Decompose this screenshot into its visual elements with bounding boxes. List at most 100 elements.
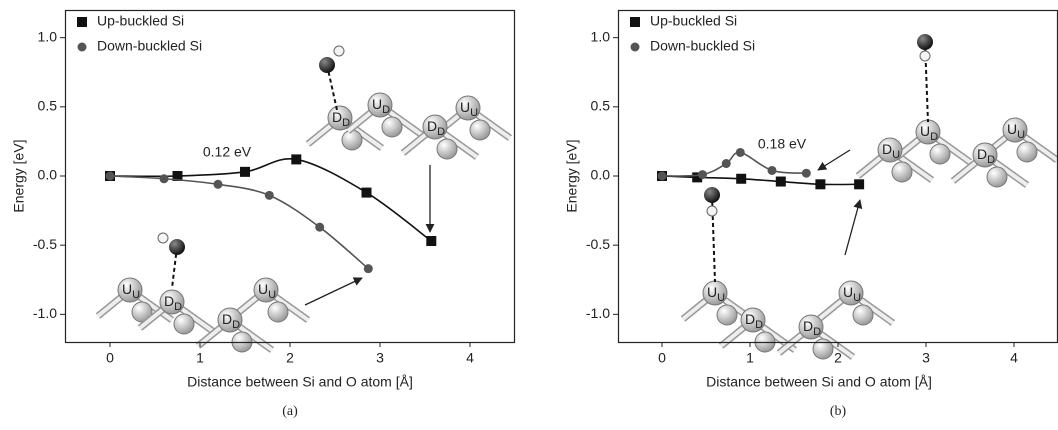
structure-label: UU (258, 281, 276, 301)
x-axis-label: Distance between Si and O atom [Å] (187, 374, 413, 390)
atom (812, 338, 834, 360)
structure-label-main: D (882, 141, 892, 157)
x-tick-label: 0 (106, 350, 114, 366)
panel-label: (b) (830, 404, 847, 419)
atom (972, 142, 998, 168)
hydrogen (919, 50, 931, 62)
atom (173, 313, 195, 335)
y-tick-label: 1.0 (38, 28, 58, 44)
structure-label-sub: U (1017, 129, 1025, 141)
marker-square (291, 154, 302, 165)
structure-label-sub: U (717, 292, 725, 304)
structure-label: DD (977, 146, 995, 166)
x-tick-label: 2 (834, 350, 842, 366)
structure-label-main: D (803, 318, 813, 334)
marker-square (172, 171, 183, 181)
structure-label: UU (1007, 121, 1025, 141)
y-tick-label: -0.5 (586, 236, 610, 252)
structure-label-sub: D (174, 301, 182, 313)
structure-label-main: D (164, 293, 174, 309)
marker-square (736, 173, 747, 184)
structure-label-sub: D (930, 131, 938, 143)
atom (159, 289, 185, 315)
series-line (109, 158, 432, 242)
marker-circle (657, 171, 667, 181)
legend-label: Up-buckled Si (97, 13, 184, 29)
structure-label: DD (164, 293, 182, 313)
atom (1016, 141, 1038, 163)
x-tick-label: 3 (376, 350, 384, 366)
structure-label-sub: D (755, 319, 763, 331)
x-axis-label: Distance between Si and O atom [Å] (706, 374, 932, 390)
structure-label-sub: D (382, 104, 390, 116)
series-line (109, 175, 369, 270)
atom (367, 92, 393, 118)
marker-square (815, 179, 826, 190)
hydrogen (706, 205, 718, 217)
x-tick-label: 0 (658, 350, 666, 366)
arrow (844, 199, 863, 256)
marker-square (692, 172, 703, 183)
structure-label: DD (332, 109, 350, 129)
structure-label-main: U (372, 96, 382, 112)
y-axis-label: Energy [eV] (564, 139, 580, 212)
atom (798, 314, 824, 340)
legend-label: Down-buckled Si (650, 38, 755, 54)
atom (929, 143, 951, 165)
marker-circle (767, 165, 777, 175)
legend-label: Up-buckled Si (650, 13, 737, 29)
oxygen (917, 34, 933, 50)
y-axis-label: Energy [eV] (11, 139, 27, 212)
y-tick-label: -0.5 (33, 236, 57, 252)
legend-marker (630, 17, 640, 27)
marker-circle (315, 222, 325, 232)
y-tick-label: 0.5 (591, 98, 611, 114)
legend-marker (77, 17, 87, 27)
atom (436, 138, 458, 160)
oxygen (169, 239, 185, 255)
y-tick-label: -1.0 (586, 305, 610, 321)
structure-label-sub: D (437, 126, 445, 138)
atom (740, 307, 766, 333)
atom (253, 277, 279, 303)
atom (877, 137, 903, 163)
marker-square (361, 187, 372, 198)
y-tick-label: 0.0 (38, 167, 58, 183)
marker-circle (159, 174, 169, 184)
legend-marker (630, 42, 640, 52)
structure-label-main: U (843, 284, 853, 300)
structure-label-main: D (427, 118, 437, 134)
hydrogen (157, 232, 169, 244)
marker-square (426, 236, 437, 247)
annotation: 0.12 eV (203, 144, 252, 160)
legend-label: Down-buckled Si (97, 38, 202, 54)
series-line (661, 151, 807, 177)
x-tick-label: 1 (196, 350, 204, 366)
structure-label-sub: D (987, 154, 995, 166)
structure-label: DD (222, 311, 240, 331)
structure-label-main: U (707, 284, 717, 300)
marker-circle (105, 171, 115, 181)
structure-label-sub: D (232, 319, 240, 331)
structure-label: DD (803, 318, 821, 338)
structure-label-main: U (1007, 121, 1017, 137)
structure-label-sub: U (268, 289, 276, 301)
structure-label-main: D (977, 146, 987, 162)
y-tick-label: 1.0 (591, 28, 611, 44)
marker-circle (264, 190, 274, 200)
atom (327, 105, 353, 131)
structure-label-main: D (332, 109, 342, 125)
legend-marker (77, 42, 87, 52)
marker-circle (735, 147, 745, 157)
y-tick-label: 0.5 (38, 98, 58, 114)
structure-label-main: U (460, 99, 470, 115)
series-line (661, 175, 860, 186)
structure-label: UU (707, 284, 725, 304)
structure-label-sub: D (342, 117, 350, 129)
structure-label-main: U (920, 123, 930, 139)
marker-square (240, 166, 250, 177)
atom (838, 280, 864, 306)
marker-circle (801, 168, 811, 178)
bond-dashed (924, 41, 929, 123)
